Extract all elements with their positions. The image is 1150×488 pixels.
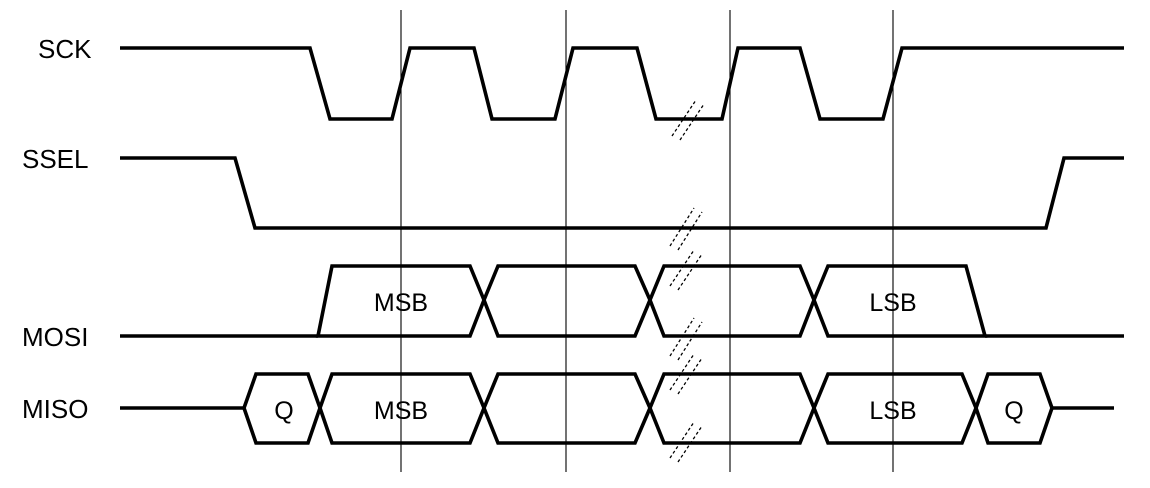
signal-label-ssel: SSEL	[22, 144, 89, 174]
mosi-cell-label: LSB	[869, 289, 916, 317]
time-break-icon	[669, 421, 703, 463]
mosi-cell-3	[648, 264, 816, 338]
ssel-waveform	[120, 156, 1124, 230]
miso-cell-q-end	[974, 372, 1054, 445]
miso-cell-label: Q	[1004, 397, 1023, 425]
time-break-icon	[669, 353, 703, 395]
mosi-cell-lsb	[812, 264, 988, 338]
time-break-icon	[671, 99, 705, 141]
miso-cell-2	[482, 372, 652, 445]
miso-cell-label: MSB	[374, 397, 428, 425]
miso-waveform: Q MSB LSB Q	[120, 372, 1114, 445]
signal-label-mosi: MOSI	[22, 322, 88, 352]
time-break-icon	[669, 317, 703, 361]
time-break-markers	[669, 99, 705, 463]
sck-waveform	[120, 46, 1124, 121]
miso-cell-label: Q	[274, 397, 293, 425]
mosi-cell-label: MSB	[374, 289, 428, 317]
time-break-icon	[669, 207, 703, 251]
miso-cell-3	[648, 372, 816, 445]
signal-label-miso: MISO	[22, 394, 88, 424]
mosi-waveform: MSB LSB	[120, 264, 1124, 338]
time-break-icon	[669, 249, 703, 291]
mosi-cell-2	[482, 264, 652, 338]
signal-label-sck: SCK	[38, 34, 92, 64]
miso-cell-label: LSB	[869, 397, 916, 425]
